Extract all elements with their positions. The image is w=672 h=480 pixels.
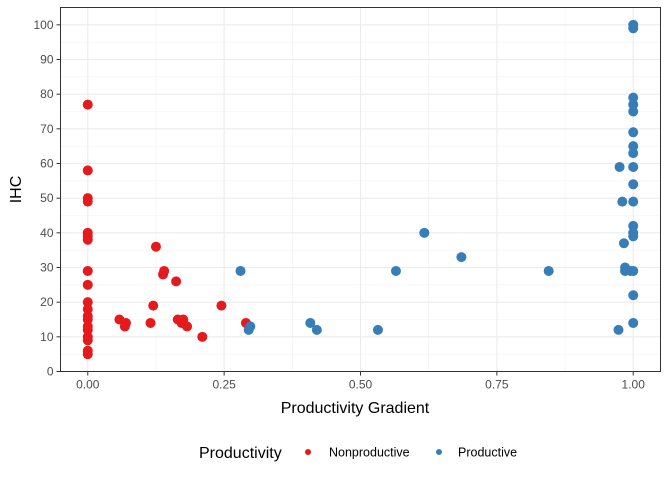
point-productive — [628, 106, 639, 117]
legend-key-nonproductive — [305, 449, 311, 455]
point-nonproductive — [82, 311, 93, 322]
point-productive — [628, 196, 639, 207]
point-productive — [617, 196, 628, 207]
point-nonproductive — [150, 241, 161, 252]
x-axis-title: Productivity Gradient — [281, 400, 430, 417]
point-productive — [628, 127, 639, 138]
legend-title: Productivity — [199, 445, 282, 462]
point-productive — [311, 324, 322, 335]
point-productive — [235, 265, 246, 276]
point-nonproductive — [216, 300, 227, 311]
legend: Productivity Nonproductive Productive — [199, 445, 517, 462]
point-productive — [628, 99, 639, 110]
point-productive — [628, 227, 639, 238]
point-nonproductive — [82, 297, 93, 308]
point-productive — [245, 321, 256, 332]
point-productive — [628, 141, 639, 152]
point-productive — [305, 317, 316, 328]
point-productive — [543, 265, 554, 276]
y-tick-label: 60 — [40, 157, 54, 171]
point-productive — [390, 265, 401, 276]
x-tick-label: 0.75 — [485, 378, 509, 392]
x-tick-label: 0.25 — [212, 378, 236, 392]
legend-label-nonproductive: Nonproductive — [329, 446, 410, 460]
y-tick-label: 30 — [40, 261, 54, 275]
point-nonproductive — [171, 276, 182, 287]
point-productive — [628, 265, 639, 276]
y-tick-label: 70 — [40, 122, 54, 136]
point-productive — [628, 179, 639, 190]
point-nonproductive — [82, 321, 93, 332]
y-tick-label: 100 — [33, 18, 53, 32]
point-productive — [628, 220, 639, 231]
y-tick-label: 10 — [40, 330, 54, 344]
point-nonproductive — [145, 317, 156, 328]
point-productive — [456, 252, 467, 263]
point-nonproductive — [120, 317, 131, 328]
point-productive — [628, 161, 639, 172]
y-tick-label: 50 — [40, 191, 54, 205]
point-nonproductive — [82, 265, 93, 276]
point-nonproductive — [82, 331, 93, 342]
x-tick-label: 0.50 — [349, 378, 373, 392]
point-productive — [618, 238, 629, 249]
data-points — [82, 19, 639, 360]
point-nonproductive — [197, 331, 208, 342]
point-productive — [628, 92, 639, 103]
point-nonproductive — [82, 304, 93, 315]
point-nonproductive — [82, 193, 93, 204]
y-tick-label: 40 — [40, 226, 54, 240]
point-productive — [628, 317, 639, 328]
y-tick-label: 0 — [47, 365, 54, 379]
legend-key-productive — [436, 449, 442, 455]
point-nonproductive — [82, 345, 93, 356]
y-tick-label: 90 — [40, 53, 54, 67]
point-nonproductive — [159, 265, 170, 276]
point-productive — [628, 148, 639, 159]
point-nonproductive — [82, 227, 93, 238]
x-tick-label: 1.00 — [622, 378, 646, 392]
y-axis-title: IHC — [8, 176, 25, 204]
point-nonproductive — [82, 99, 93, 110]
y-tick-label: 20 — [40, 295, 54, 309]
legend-label-productive: Productive — [458, 446, 517, 460]
y-axis: 0 10 20 30 40 50 60 70 80 90 100 — [33, 18, 61, 379]
point-nonproductive — [82, 279, 93, 290]
point-productive — [614, 161, 625, 172]
point-productive — [419, 227, 430, 238]
point-productive — [628, 290, 639, 301]
point-productive — [613, 324, 624, 335]
point-productive — [372, 324, 383, 335]
point-nonproductive — [182, 321, 193, 332]
x-axis: 0.00 0.25 0.50 0.75 1.00 — [76, 371, 646, 392]
point-productive — [628, 19, 639, 30]
point-nonproductive — [148, 300, 159, 311]
point-nonproductive — [82, 165, 93, 176]
x-tick-label: 0.00 — [76, 378, 100, 392]
y-tick-label: 80 — [40, 87, 54, 101]
